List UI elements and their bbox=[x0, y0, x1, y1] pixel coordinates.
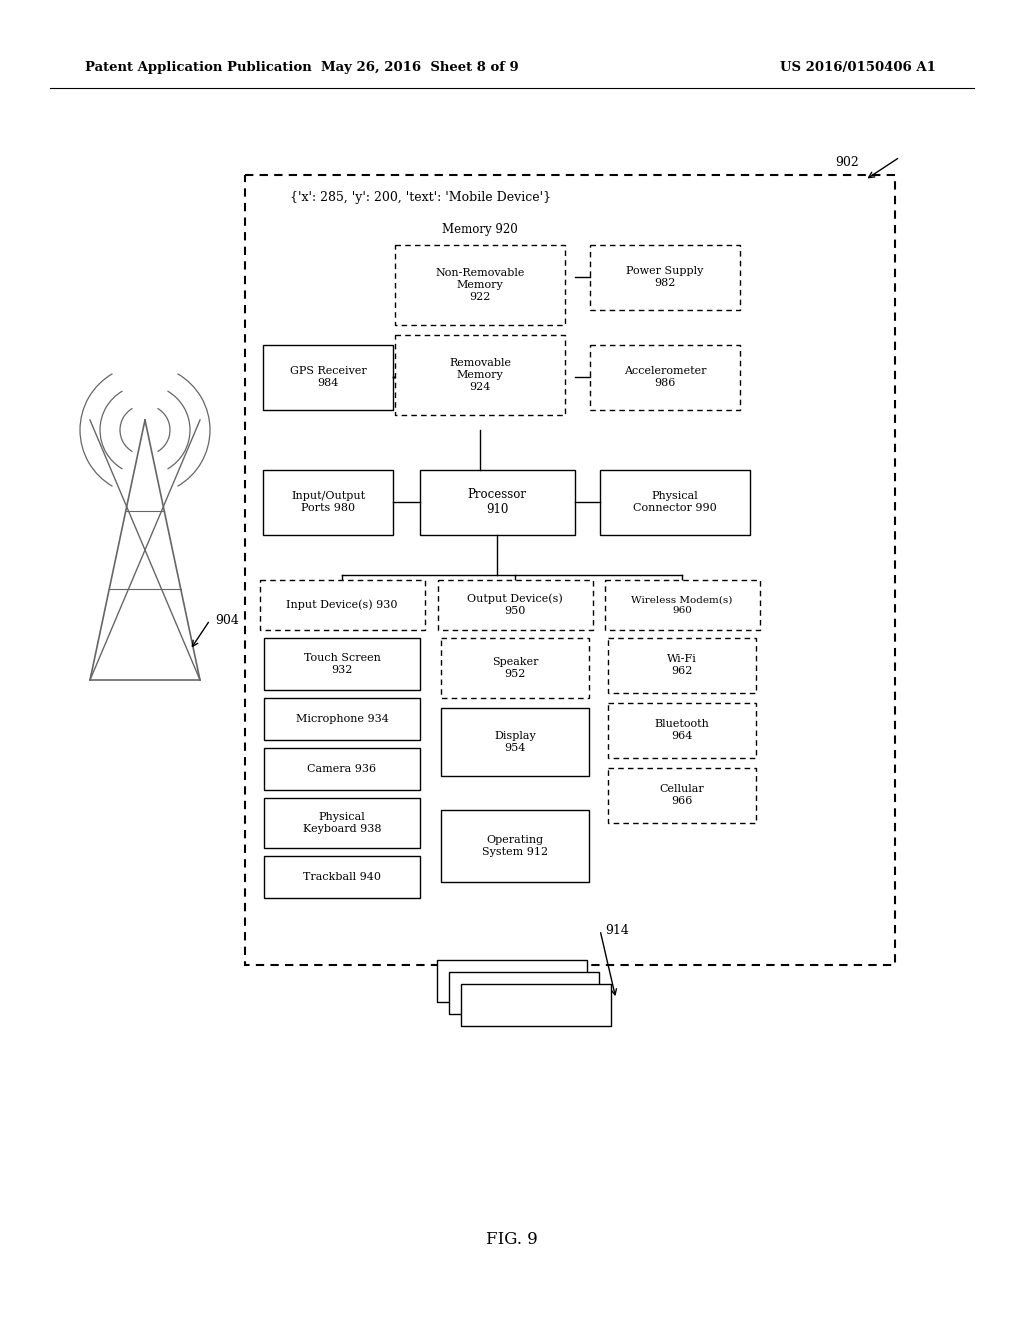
Bar bbox=[441, 638, 589, 698]
Bar bbox=[385, 210, 575, 430]
Bar bbox=[263, 345, 393, 411]
Text: {'x': 285, 'y': 200, 'text': 'Mobile Device'}: {'x': 285, 'y': 200, 'text': 'Mobile Dev… bbox=[290, 191, 551, 205]
Bar bbox=[264, 698, 420, 741]
Bar bbox=[608, 704, 756, 758]
Text: Speaker
952: Speaker 952 bbox=[492, 657, 539, 678]
Text: Accelerometer
986: Accelerometer 986 bbox=[624, 366, 707, 388]
Text: Input/Output
Ports 980: Input/Output Ports 980 bbox=[291, 491, 366, 512]
Bar bbox=[395, 246, 565, 325]
Text: 904: 904 bbox=[215, 614, 239, 627]
Text: Applications: Applications bbox=[477, 975, 547, 986]
Bar bbox=[438, 579, 593, 630]
Bar bbox=[437, 960, 587, 1002]
Text: US 2016/0150406 A1: US 2016/0150406 A1 bbox=[780, 62, 936, 74]
Bar bbox=[264, 855, 420, 898]
Text: Touch Screen
932: Touch Screen 932 bbox=[303, 653, 381, 675]
Text: Output Device(s)
950: Output Device(s) 950 bbox=[467, 594, 563, 616]
Bar bbox=[441, 810, 589, 882]
Text: Applications: Applications bbox=[501, 1001, 571, 1010]
Bar bbox=[590, 246, 740, 310]
Bar bbox=[420, 470, 575, 535]
Text: Applications: Applications bbox=[489, 987, 559, 998]
Text: Removable
Memory
924: Removable Memory 924 bbox=[449, 359, 511, 392]
Bar bbox=[449, 972, 599, 1014]
Bar bbox=[264, 748, 420, 789]
Text: Wireless Modem(s)
960: Wireless Modem(s) 960 bbox=[632, 595, 733, 615]
Bar bbox=[264, 799, 420, 847]
Bar bbox=[260, 579, 425, 630]
Bar bbox=[245, 176, 895, 965]
Bar bbox=[441, 708, 589, 776]
Text: Physical
Keyboard 938: Physical Keyboard 938 bbox=[303, 812, 381, 834]
Bar bbox=[590, 345, 740, 411]
Text: Bluetooth
964: Bluetooth 964 bbox=[654, 719, 710, 741]
Bar bbox=[264, 638, 420, 690]
Bar bbox=[600, 470, 750, 535]
Text: Processor
910: Processor 910 bbox=[468, 488, 526, 516]
Text: Cellular
966: Cellular 966 bbox=[659, 784, 705, 805]
Bar bbox=[605, 579, 760, 630]
Bar bbox=[608, 768, 756, 822]
Text: Camera 936: Camera 936 bbox=[307, 764, 377, 774]
Text: Memory 920: Memory 920 bbox=[442, 223, 518, 236]
Text: May 26, 2016  Sheet 8 of 9: May 26, 2016 Sheet 8 of 9 bbox=[322, 62, 519, 74]
Bar bbox=[605, 579, 760, 915]
Text: Non-Removable
Memory
922: Non-Removable Memory 922 bbox=[435, 268, 524, 301]
Text: GPS Receiver
984: GPS Receiver 984 bbox=[290, 366, 367, 388]
Text: FIG. 9: FIG. 9 bbox=[486, 1232, 538, 1249]
Bar bbox=[438, 579, 593, 915]
Text: Power Supply
982: Power Supply 982 bbox=[627, 267, 703, 288]
Text: 902: 902 bbox=[835, 157, 859, 169]
Bar bbox=[395, 335, 565, 414]
Text: Wi-Fi
962: Wi-Fi 962 bbox=[667, 655, 697, 676]
Text: Input Device(s) 930: Input Device(s) 930 bbox=[287, 599, 397, 610]
Bar bbox=[608, 638, 756, 693]
Bar bbox=[461, 983, 611, 1026]
Bar bbox=[263, 470, 393, 535]
Text: Display
954: Display 954 bbox=[495, 731, 536, 752]
Text: Microphone 934: Microphone 934 bbox=[296, 714, 388, 723]
Bar bbox=[260, 579, 425, 935]
Text: 914: 914 bbox=[605, 924, 629, 936]
Text: Physical
Connector 990: Physical Connector 990 bbox=[633, 491, 717, 512]
Text: Trackball 940: Trackball 940 bbox=[303, 873, 381, 882]
Text: Operating
System 912: Operating System 912 bbox=[482, 836, 548, 857]
Text: Patent Application Publication: Patent Application Publication bbox=[85, 62, 311, 74]
